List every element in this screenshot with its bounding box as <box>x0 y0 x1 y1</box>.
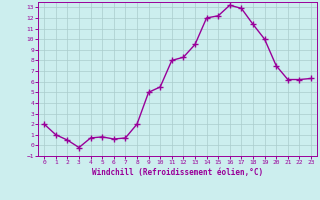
X-axis label: Windchill (Refroidissement éolien,°C): Windchill (Refroidissement éolien,°C) <box>92 168 263 177</box>
